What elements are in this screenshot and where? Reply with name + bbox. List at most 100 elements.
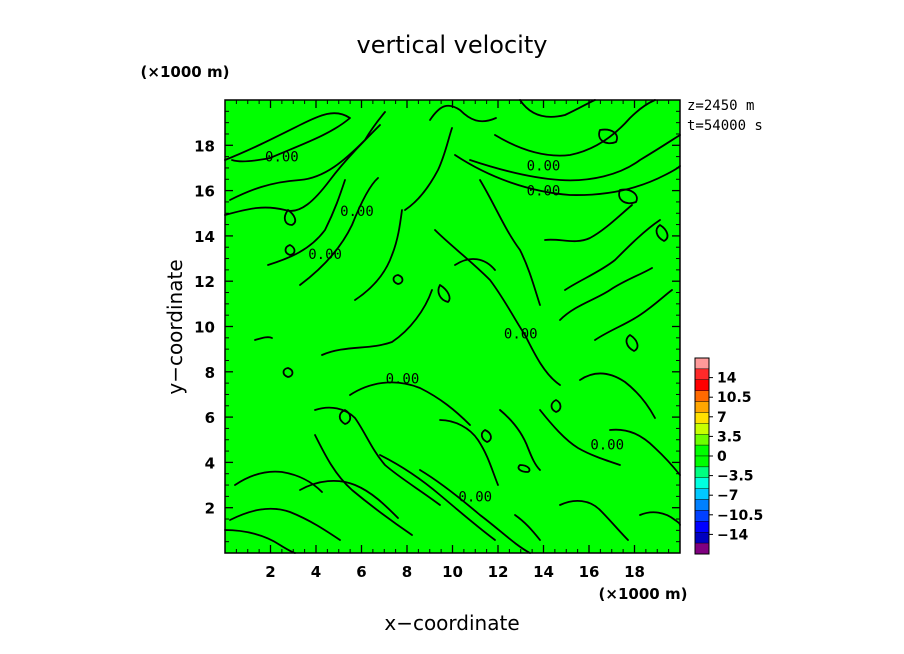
contour-line-zero — [299, 479, 399, 519]
y-axis-ticks: 2 4 6 8 10 12 14 16 18 — [194, 110, 680, 543]
contour-line-zero — [354, 209, 403, 301]
contour-line-zero — [437, 284, 451, 303]
contour-label: 0.00 — [527, 159, 561, 175]
colorbar-segment — [694, 379, 710, 391]
contour-line-zero — [254, 336, 273, 341]
y-tick-label: 14 — [194, 228, 215, 246]
x-tick-label: 14 — [533, 563, 554, 581]
x-axis-ticks: 2 4 6 8 10 12 14 16 18 — [235, 100, 670, 581]
colorbar-segment — [694, 510, 710, 522]
y-tick-label: 6 — [205, 409, 215, 427]
contour-line-zero — [224, 112, 351, 163]
contour-line-zero — [550, 399, 562, 413]
y-unit-label: (×1000 m) — [141, 63, 230, 81]
colorbar-segment — [694, 401, 710, 413]
contour-line-zero — [514, 514, 541, 541]
colorbar-segment — [694, 477, 710, 489]
contour-line-zero — [655, 224, 669, 242]
colorbar-segment — [694, 423, 710, 435]
contour-line-zero — [314, 434, 413, 536]
contour-label: 0.00 — [340, 204, 374, 220]
y-tick-label: 4 — [205, 454, 215, 472]
contour-line-zero — [625, 334, 639, 352]
contour-line-zero — [579, 372, 656, 419]
colorbar-label: −10.5 — [717, 508, 763, 524]
contour-line-zero — [544, 204, 633, 243]
colorbar-segment — [694, 488, 710, 500]
contour-line-zero — [454, 154, 681, 196]
colorbar-label: −3.5 — [717, 469, 754, 485]
contour-line-zero — [618, 188, 638, 205]
contour-label: 0.00 — [308, 247, 342, 263]
contour-line-zero — [379, 454, 496, 541]
contour-line-zero — [419, 469, 531, 554]
x-tick-label: 6 — [356, 563, 366, 581]
colorbar-segment — [694, 368, 710, 380]
contour-line-zero — [439, 419, 499, 486]
contour-line-zero — [598, 128, 618, 145]
y-tick-label: 16 — [194, 183, 215, 201]
contour-line-zero — [229, 111, 386, 201]
colorbar-segment — [694, 444, 710, 457]
contour-line-zero — [517, 464, 531, 473]
colorbar-label: 10.5 — [717, 390, 752, 406]
x-tick-label: 16 — [579, 563, 600, 581]
contour-label: 0.00 — [590, 437, 624, 453]
colorbar-segment — [694, 412, 710, 424]
contour-line-zero — [283, 209, 297, 226]
y-tick-label: 8 — [205, 364, 215, 382]
contour-line-zero — [469, 134, 681, 182]
x-tick-label: 8 — [402, 563, 412, 581]
colorbar-label: 3.5 — [717, 429, 742, 445]
contour-line-zero — [434, 229, 561, 386]
contour-line-zero — [282, 367, 294, 378]
colorbar-label: −14 — [717, 527, 748, 543]
colorbar-label: 14 — [717, 371, 737, 387]
contour-label: 0.00 — [458, 489, 492, 505]
contour-labels: 0.00 0.00 0.00 0.00 0.00 0.00 0.00 0.00 0.00 — [265, 150, 624, 506]
y-tick-label: 10 — [194, 319, 215, 337]
info-time-label: t=54000 s — [687, 118, 763, 134]
contour-label: 0.00 — [504, 326, 538, 342]
contour-line-zero — [564, 219, 661, 291]
contour-label: 0.00 — [265, 150, 299, 166]
contour-line-zero — [559, 499, 629, 541]
x-tick-label: 2 — [265, 563, 275, 581]
x-tick-label: 18 — [624, 563, 645, 581]
colorbar-segment — [694, 521, 710, 533]
colorbar-label: 0 — [717, 449, 727, 465]
contour-line-zero — [224, 124, 381, 216]
contour-line-zero — [539, 409, 621, 466]
x-tick-label: 4 — [311, 563, 321, 581]
contour-line-zero — [321, 289, 433, 356]
contour-line-zero — [454, 258, 496, 271]
contour-line-zero — [594, 289, 673, 341]
contour-line-zero — [224, 529, 296, 554]
colorbar-segment — [694, 466, 710, 478]
contour-line-zero — [494, 99, 656, 157]
contour-line-zero — [229, 507, 341, 541]
contour-label: 0.00 — [527, 184, 561, 200]
colorbar-segment — [694, 542, 710, 555]
contour-line-zero — [338, 409, 352, 425]
contour-line-zero — [314, 406, 441, 506]
contour-line-zero — [559, 267, 653, 321]
colorbar: 14 10.5 7 3.5 0 −3.5 −7 −10.5 −14 — [694, 357, 763, 555]
contour-line-zero — [609, 428, 681, 476]
colorbar-segment — [694, 532, 710, 544]
x-axis-label: x−coordinate — [384, 611, 519, 635]
x-tick-label: 12 — [488, 563, 509, 581]
contour-line-zero — [429, 104, 497, 123]
contour-label: 0.00 — [386, 372, 420, 388]
x-tick-label: 10 — [442, 563, 463, 581]
contour-line-zero — [479, 179, 541, 306]
x-unit-label: (×1000 m) — [599, 585, 688, 603]
contour-line-zero — [480, 429, 492, 443]
colorbar-label: −7 — [717, 488, 738, 504]
contour-line-zero — [392, 274, 404, 285]
colorbar-segment — [694, 390, 710, 402]
colorbar-label: 7 — [717, 410, 727, 426]
chart-title: vertical velocity — [357, 31, 548, 59]
y-tick-label: 2 — [205, 500, 215, 518]
